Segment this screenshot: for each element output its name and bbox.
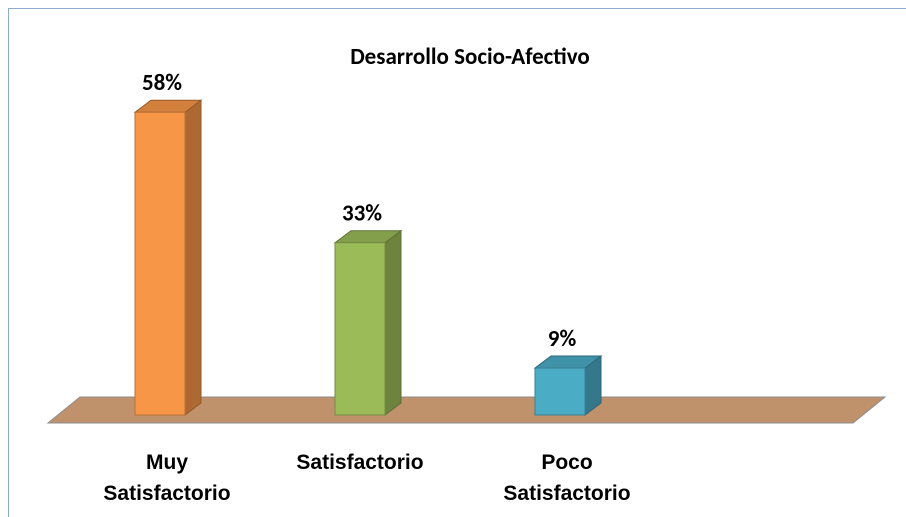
x-tick-label: Satisfactorio <box>296 451 424 474</box>
bar <box>334 242 386 416</box>
x-tick-label: Muy Satisfactorio <box>103 451 231 505</box>
bar <box>534 367 586 416</box>
data-label: 58% <box>142 69 182 97</box>
data-label: 9% <box>548 325 577 353</box>
chart-title: Desarrollo Socio-Afectivo <box>350 43 590 71</box>
bar <box>134 111 186 416</box>
data-label: 33% <box>342 200 382 228</box>
bar-side <box>384 229 402 416</box>
bar-side <box>184 99 202 416</box>
x-tick-label: Poco Satisfactorio <box>503 451 631 505</box>
floor <box>46 396 887 424</box>
